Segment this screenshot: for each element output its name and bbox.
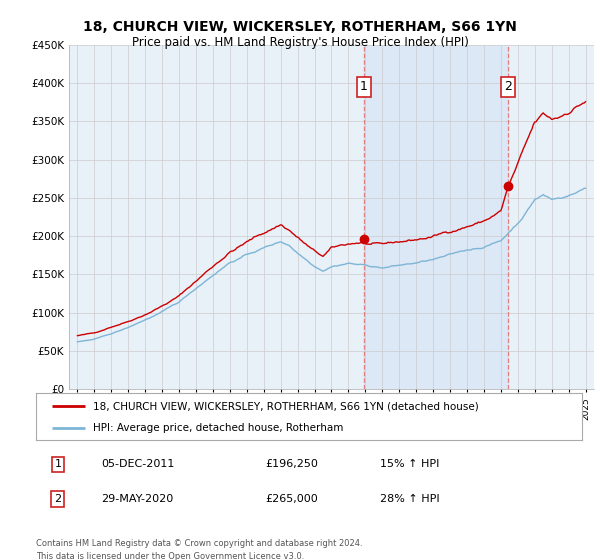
Bar [364,45,508,389]
Text: 18, CHURCH VIEW, WICKERSLEY, ROTHERHAM, S66 1YN: 18, CHURCH VIEW, WICKERSLEY, ROTHERHAM, … [83,20,517,34]
Text: 05-DEC-2011: 05-DEC-2011 [101,459,175,469]
Text: 2: 2 [504,81,512,94]
Text: 29-MAY-2020: 29-MAY-2020 [101,494,174,504]
Text: 2: 2 [54,494,61,504]
Text: This data is licensed under the Open Government Licence v3.0.: This data is licensed under the Open Gov… [36,552,304,560]
Text: 28% ↑ HPI: 28% ↑ HPI [380,494,440,504]
Text: £196,250: £196,250 [265,459,318,469]
Text: 1: 1 [55,459,61,469]
Text: £265,000: £265,000 [265,494,318,504]
Text: HPI: Average price, detached house, Rotherham: HPI: Average price, detached house, Roth… [94,423,344,433]
Text: 18, CHURCH VIEW, WICKERSLEY, ROTHERHAM, S66 1YN (detached house): 18, CHURCH VIEW, WICKERSLEY, ROTHERHAM, … [94,401,479,411]
Text: Price paid vs. HM Land Registry's House Price Index (HPI): Price paid vs. HM Land Registry's House … [131,36,469,49]
Text: 15% ↑ HPI: 15% ↑ HPI [380,459,439,469]
Text: Contains HM Land Registry data © Crown copyright and database right 2024.: Contains HM Land Registry data © Crown c… [36,539,362,548]
Text: 1: 1 [360,81,368,94]
